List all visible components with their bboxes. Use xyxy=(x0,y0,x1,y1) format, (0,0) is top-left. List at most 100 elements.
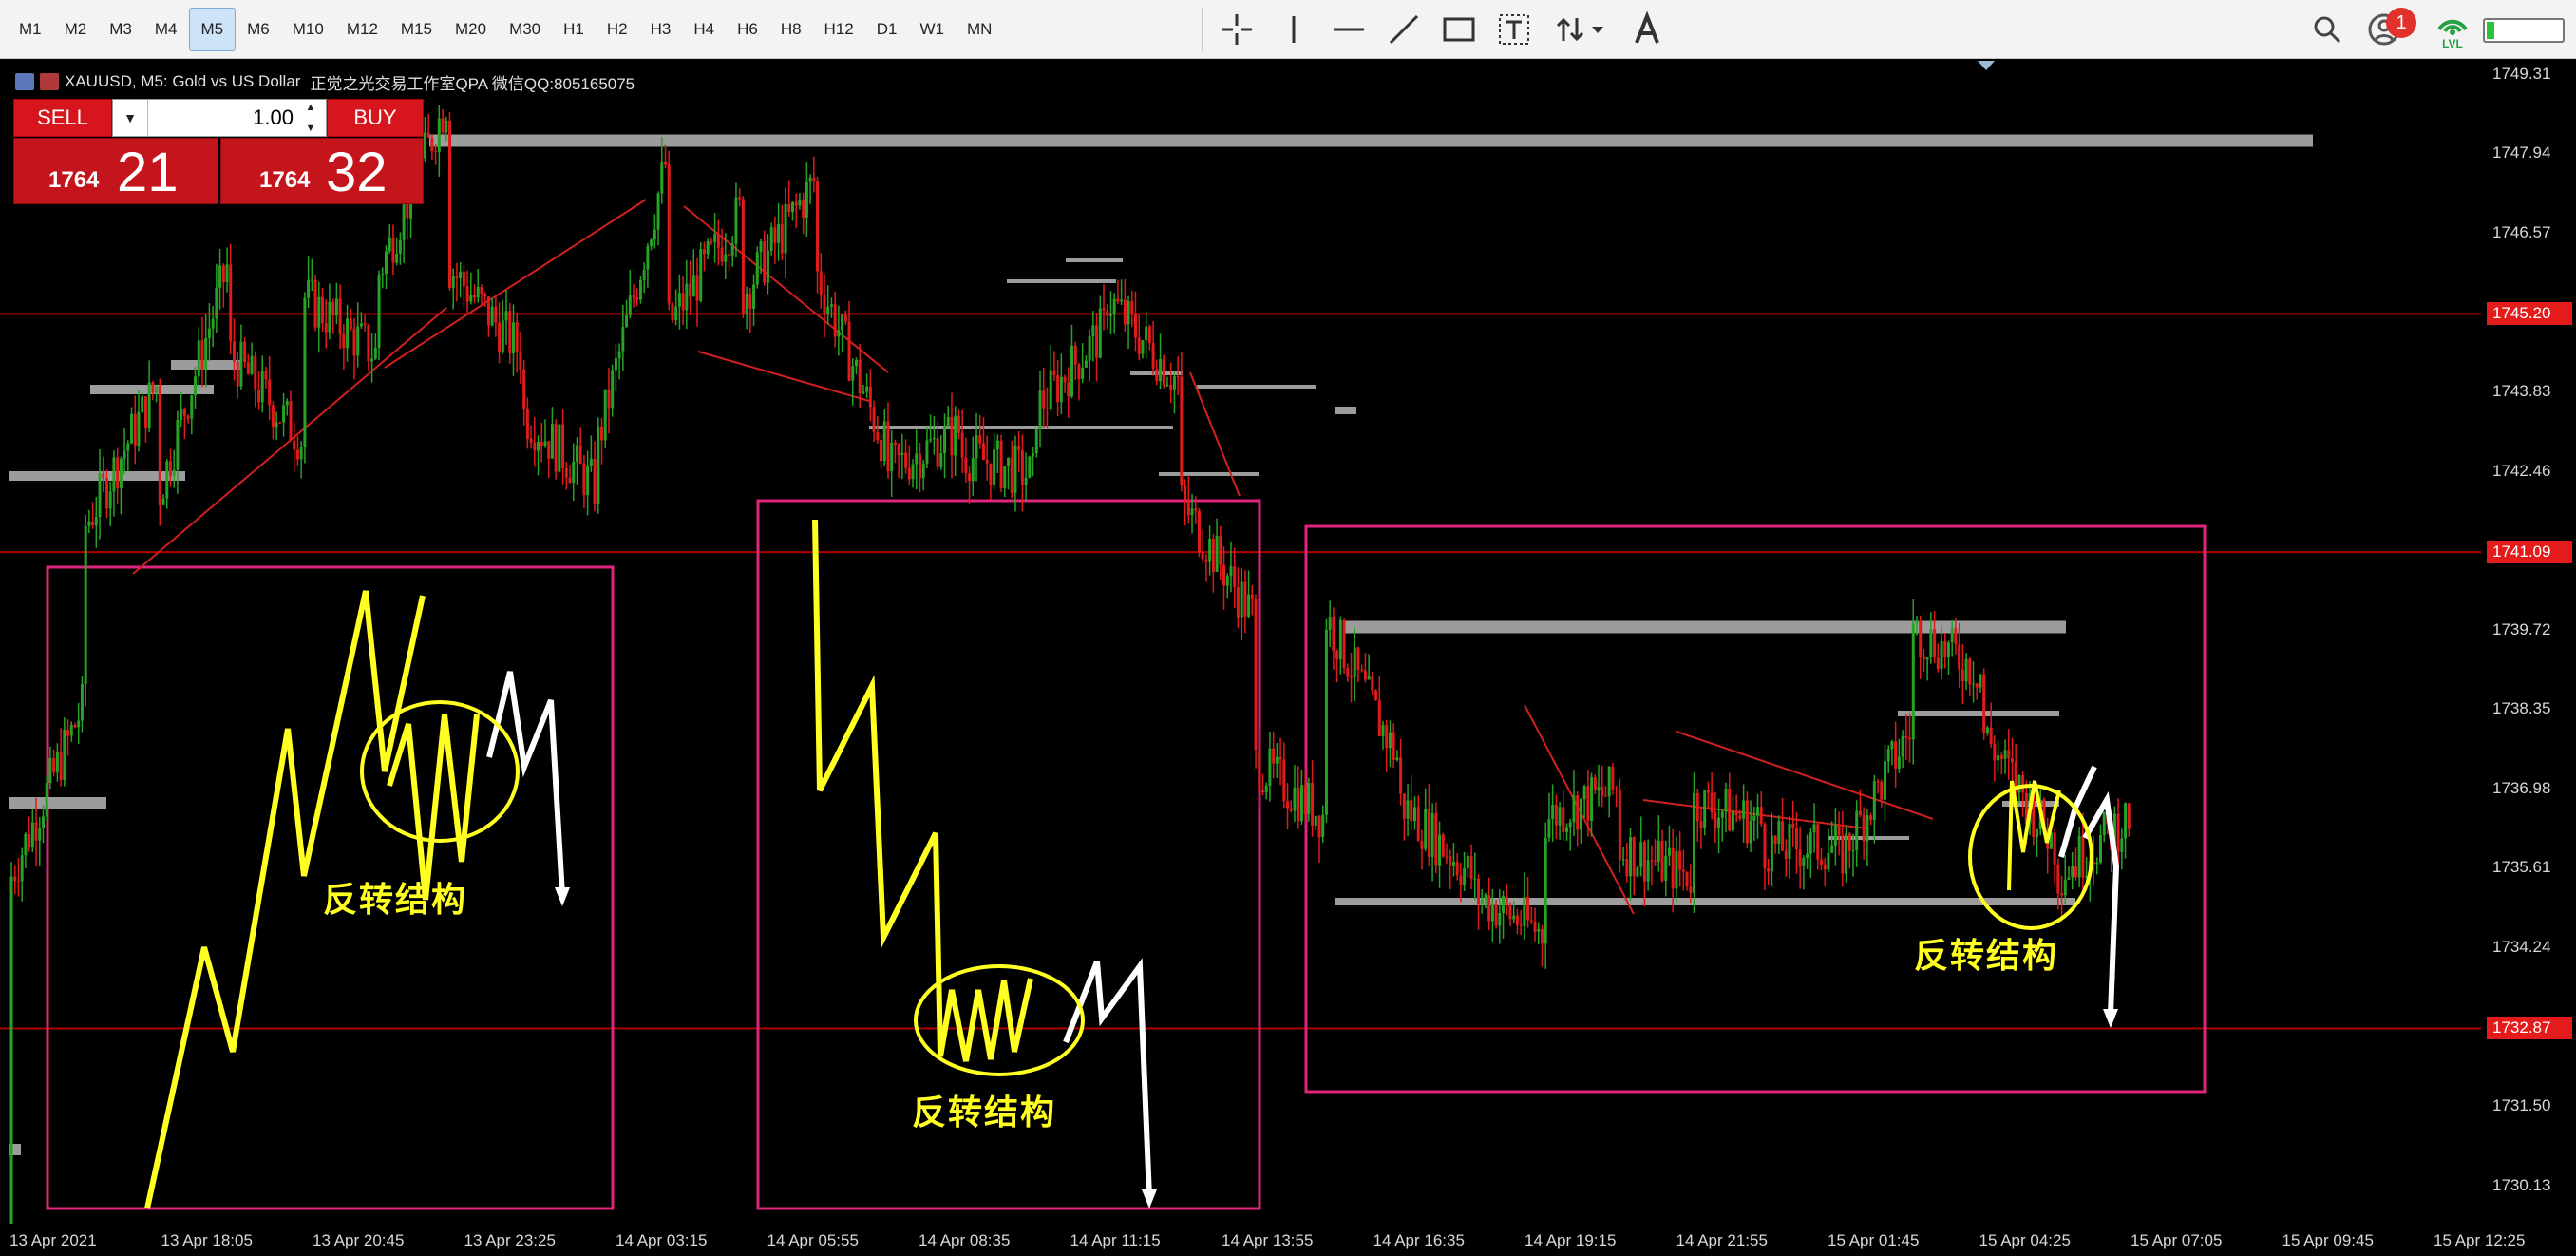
crosshair-icon[interactable] xyxy=(1216,9,1258,50)
chart-canvas[interactable] xyxy=(0,59,2481,1224)
candle-body xyxy=(1636,867,1639,877)
candle-body xyxy=(1625,859,1629,877)
arrows-icon[interactable] xyxy=(1552,9,1611,50)
timeframe-m10[interactable]: M10 xyxy=(292,20,324,38)
candle-body xyxy=(1551,804,1555,819)
candle-body xyxy=(1133,313,1137,338)
sell-price-box[interactable]: 1764 21 xyxy=(13,138,218,204)
candle-body xyxy=(1480,899,1484,904)
candle-body xyxy=(730,243,734,256)
timeframe-w1[interactable]: W1 xyxy=(919,20,944,38)
timeframe-m30[interactable]: M30 xyxy=(509,20,541,38)
candle-body xyxy=(862,391,865,394)
chart-area[interactable]: XAUUSD, M5: Gold vs US Dollar 正觉之光交易工作室Q… xyxy=(0,59,2576,1256)
candle-body xyxy=(1145,326,1148,341)
candle-body xyxy=(133,413,137,447)
candle-body xyxy=(890,442,894,472)
timeframe-h6[interactable]: H6 xyxy=(737,20,758,38)
candle-body xyxy=(1890,741,1894,750)
candle-body xyxy=(381,273,385,275)
buy-price-box[interactable]: 1764 32 xyxy=(220,138,424,204)
timeframe-m6[interactable]: M6 xyxy=(247,20,270,38)
candle-body xyxy=(395,253,399,263)
candle-body xyxy=(2127,803,2131,829)
timeframe-m2[interactable]: M2 xyxy=(64,20,87,38)
time-tick: 14 Apr 03:15 xyxy=(616,1231,708,1249)
candle-body xyxy=(1717,817,1721,828)
candle-body xyxy=(858,359,862,394)
timeframe-h2[interactable]: H2 xyxy=(606,20,628,38)
buy-price-big: 32 xyxy=(326,142,388,203)
candle-body xyxy=(473,295,477,298)
lot-stepper[interactable]: ▲ ▼ xyxy=(305,102,316,134)
candle-body xyxy=(1654,860,1657,862)
timeframe-m5[interactable]: M5 xyxy=(188,8,237,51)
timeframe-h12[interactable]: H12 xyxy=(824,20,854,38)
signal-icon[interactable]: LVL xyxy=(2432,6,2473,53)
candle-body xyxy=(1827,852,1830,870)
timeframe-m15[interactable]: M15 xyxy=(400,20,432,38)
timeframe-m12[interactable]: M12 xyxy=(346,20,378,38)
white-arrow-4 xyxy=(2082,790,2120,1015)
candle-body xyxy=(1982,674,1986,733)
candle-body xyxy=(1413,807,1417,822)
trend-line-icon[interactable] xyxy=(1383,9,1425,50)
candle-body xyxy=(787,203,791,212)
timeframe-h4[interactable]: H4 xyxy=(693,20,715,38)
candle-body xyxy=(918,453,921,479)
candle-body xyxy=(798,200,802,206)
time-axis[interactable]: 13 Apr 2021 13 Apr 18:05 13 Apr 20:45 13 Ap… xyxy=(0,1224,2525,1256)
signal-label: LVL xyxy=(2442,37,2463,50)
timeframe-h8[interactable]: H8 xyxy=(780,20,802,38)
candle-body xyxy=(519,352,522,370)
candle-body xyxy=(911,464,915,480)
horizontal-line-icon[interactable] xyxy=(1328,9,1370,50)
vertical-line-icon[interactable] xyxy=(1273,9,1315,50)
candle-body xyxy=(1632,837,1636,877)
timeframe-m1[interactable]: M1 xyxy=(19,20,42,38)
timeframe-m20[interactable]: M20 xyxy=(454,20,487,38)
buy-button[interactable]: BUY xyxy=(327,99,424,137)
candle-body xyxy=(328,301,331,333)
candle-body xyxy=(833,304,837,337)
candle-body xyxy=(1734,811,1738,816)
candle-body xyxy=(1515,915,1519,925)
candle-body xyxy=(653,229,656,240)
timeframe-h1[interactable]: H1 xyxy=(563,20,584,38)
price-tick: 1730.13 xyxy=(2492,1175,2551,1194)
candle-body xyxy=(1353,647,1356,677)
candle-body xyxy=(1851,850,1855,852)
candle-body xyxy=(646,245,650,270)
timeframe-mn[interactable]: MN xyxy=(966,20,993,38)
rectangle-icon[interactable] xyxy=(1438,9,1480,50)
candle-body xyxy=(1445,856,1449,858)
candle-body xyxy=(1264,785,1268,792)
text-label-icon[interactable] xyxy=(1493,9,1535,50)
timeframe-m3[interactable]: M3 xyxy=(109,20,132,38)
candle-body xyxy=(207,328,211,338)
lot-dropdown-icon[interactable]: ▼ xyxy=(113,100,148,136)
timeframe-m4[interactable]: M4 xyxy=(154,20,178,38)
candle-body xyxy=(936,437,939,467)
candle-body xyxy=(384,251,388,274)
timeframe-h3[interactable]: H3 xyxy=(650,20,672,38)
candle-body xyxy=(1311,783,1315,826)
lot-size-field[interactable]: ▼ 1.00 ▲ ▼ xyxy=(112,99,327,137)
candle-body xyxy=(363,323,367,326)
candle-body xyxy=(773,227,777,243)
candle-body xyxy=(1693,792,1696,893)
candle-body xyxy=(1699,821,1703,828)
candle-body xyxy=(777,223,781,243)
candle-body xyxy=(232,341,236,362)
price-axis[interactable]: 1749.31 1747.94 1746.57 1745.20 1743.83 1742.… xyxy=(2481,59,2576,1256)
candle-body xyxy=(1240,581,1243,618)
sell-button[interactable]: SELL xyxy=(13,99,112,137)
timeframe-d1[interactable]: D1 xyxy=(876,20,898,38)
price-highlight: 1745.20 xyxy=(2487,302,2572,326)
lot-value[interactable]: 1.00 xyxy=(253,105,294,129)
candle-body xyxy=(1215,535,1219,572)
reversal-circle-3 xyxy=(1968,784,2093,930)
candle-body xyxy=(681,293,685,311)
text-icon[interactable] xyxy=(1626,9,1668,50)
search-icon[interactable] xyxy=(2306,9,2348,50)
